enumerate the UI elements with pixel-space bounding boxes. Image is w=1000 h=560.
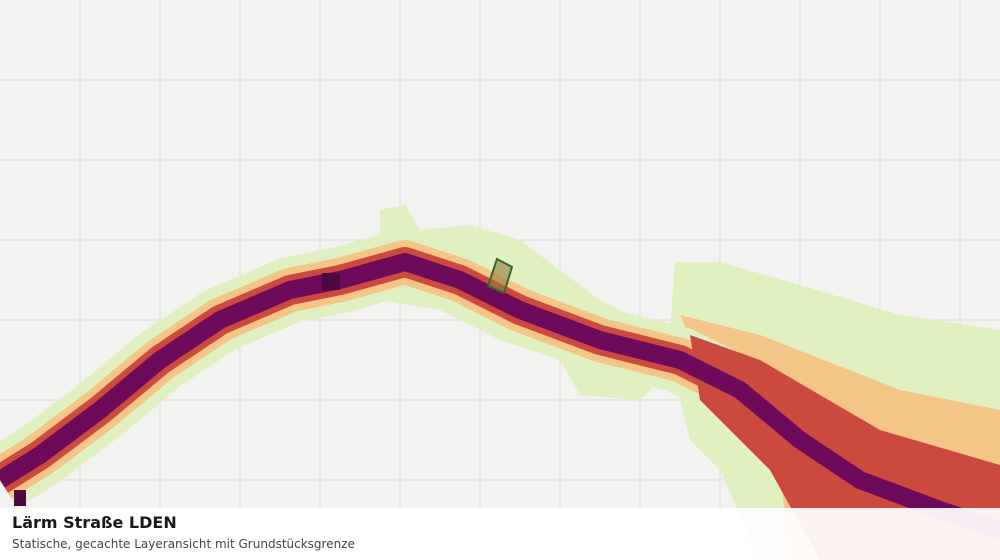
caption-panel: Lärm Straße LDEN Statische, gecachte Lay… [0,508,1000,560]
noise-zones [0,205,1000,560]
layer-title: Lärm Straße LDEN [12,513,177,532]
layer-subtitle: Statische, gecachte Layeransicht mit Gru… [12,537,355,551]
parcel-boundary [486,257,514,295]
